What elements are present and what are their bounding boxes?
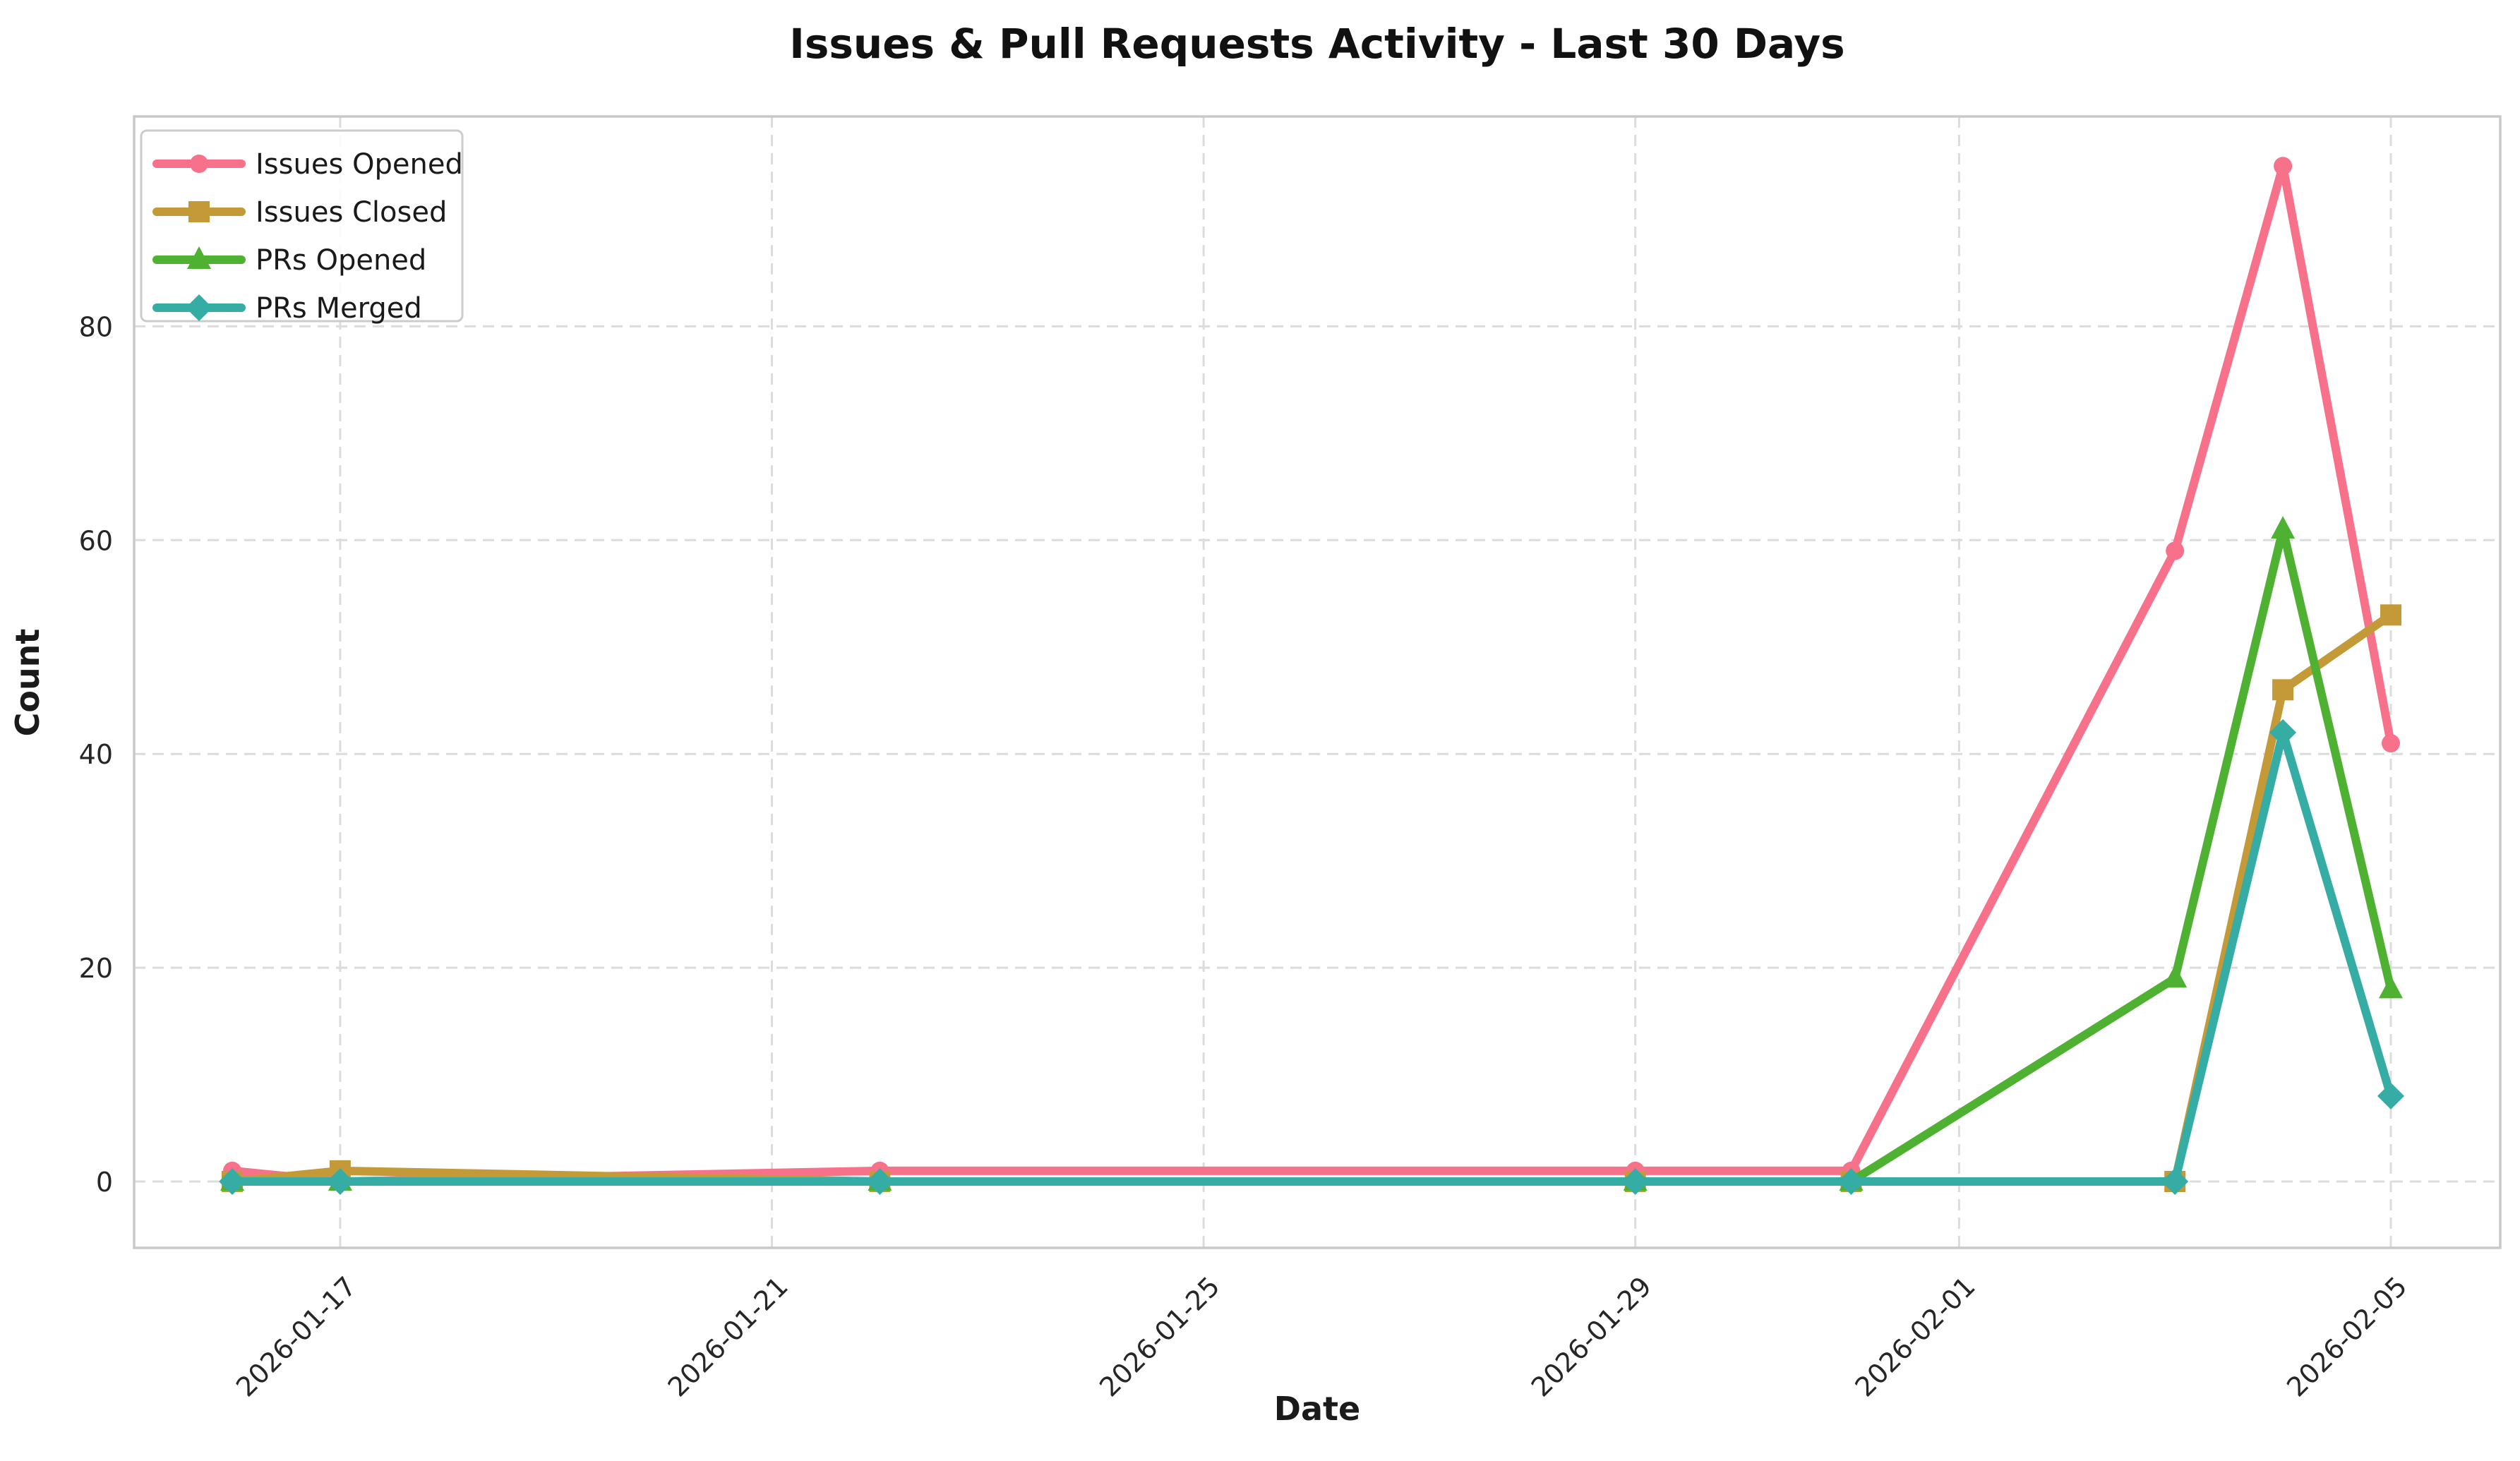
- legend-item: Issues Closed: [152, 196, 447, 229]
- legend-item-label: Issues Closed: [256, 196, 447, 229]
- circle-marker: [2274, 157, 2293, 176]
- legend-item: PRs Merged: [152, 292, 422, 325]
- series-line: [228, 162, 2395, 1186]
- diamond-marker: [219, 1168, 246, 1195]
- triangle-marker: [2163, 965, 2188, 988]
- legend: Issues Opened Issues Closed PRs Opened PRs …: [140, 129, 464, 325]
- legend-item: PRs Opened: [152, 244, 426, 277]
- plot-border: [133, 115, 2502, 1249]
- series-layer: [219, 157, 2404, 1195]
- series-line: [228, 611, 2395, 1186]
- circle-marker: [2382, 734, 2400, 753]
- series-line: [228, 728, 2395, 1186]
- y-tick-label: 20: [79, 953, 113, 984]
- series-issues-closed: [222, 604, 2401, 1192]
- y-tick-label: 80: [79, 311, 113, 342]
- series-prs-opened: [220, 516, 2403, 1191]
- legend-item: Issues Opened: [152, 148, 463, 181]
- x-tick-label: 2026-01-25: [1093, 1270, 1225, 1402]
- diamond-marker: [1621, 1168, 1649, 1195]
- y-tick-label: 0: [96, 1167, 113, 1198]
- circle-marker: [190, 155, 208, 173]
- x-tick-label: 2026-01-29: [1525, 1270, 1657, 1402]
- x-axis-label: Date: [1274, 1390, 1360, 1428]
- tick-layer: 2026-01-17 2026-01-21 2026-01-25 2026-01-29…: [79, 311, 2413, 1402]
- diamond-marker: [186, 294, 212, 321]
- diamond-marker: [2161, 1168, 2189, 1195]
- square-marker: [2272, 679, 2294, 701]
- chart-title: Issues & Pull Requests Activity - Last 3…: [789, 20, 1844, 68]
- y-tick-label: 60: [79, 525, 113, 556]
- diamond-marker: [866, 1168, 894, 1195]
- square-marker: [188, 201, 210, 222]
- diamond-marker: [2269, 719, 2297, 746]
- x-tick-label: 2026-01-17: [230, 1270, 362, 1402]
- y-axis-label: Count: [8, 629, 47, 737]
- legend-item-label: PRs Opened: [256, 244, 426, 277]
- triangle-marker: [2379, 975, 2403, 999]
- series-issues-opened: [223, 157, 2400, 1191]
- y-tick-label: 40: [79, 739, 113, 770]
- diamond-marker: [1837, 1168, 1865, 1195]
- diamond-marker: [2377, 1082, 2404, 1110]
- legend-box: [140, 129, 464, 323]
- x-tick-label: 2026-02-01: [1849, 1270, 1981, 1402]
- legend-item-label: PRs Merged: [256, 292, 422, 325]
- circle-marker: [2166, 541, 2185, 560]
- series-prs-merged: [219, 719, 2404, 1195]
- triangle-marker: [187, 246, 211, 269]
- diamond-marker: [326, 1168, 354, 1195]
- triangle-marker: [2271, 516, 2296, 539]
- x-tick-label: 2026-02-05: [2281, 1270, 2413, 1402]
- grid-layer: [134, 116, 2500, 1248]
- x-tick-label: 2026-01-21: [662, 1270, 794, 1402]
- series-line: [228, 525, 2395, 1186]
- legend-item-label: Issues Opened: [256, 148, 463, 181]
- square-marker: [2380, 604, 2401, 626]
